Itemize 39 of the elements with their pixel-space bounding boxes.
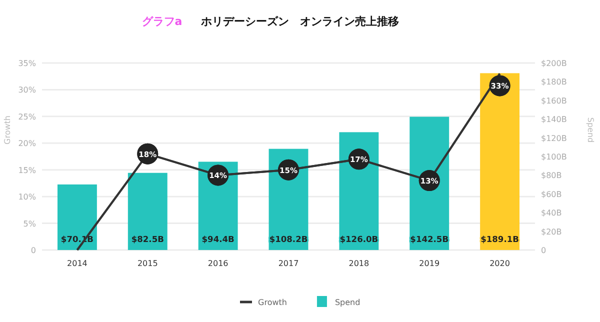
y-tick-label: 35% [18, 59, 36, 68]
data-label: $126.0B [340, 234, 378, 244]
legend-label: Growth [258, 298, 287, 307]
y-tick-label: 15% [18, 166, 36, 175]
x-tick-label: 2017 [278, 259, 299, 268]
y-tick-label: 30% [18, 86, 36, 95]
y2-tick-label: $20B [541, 227, 562, 236]
x-tick-label: 2014 [67, 259, 88, 268]
y2-tick-label: $40B [541, 208, 562, 218]
y-tick-label: 0 [30, 246, 36, 255]
y2-tick-label: $160B [541, 96, 567, 106]
y2-tick-label: $140B [541, 115, 567, 124]
legend-label: Spend [334, 298, 360, 307]
y-tick-label: 5% [23, 219, 36, 228]
y2-axis-title: Spend [586, 117, 595, 143]
data-label: $189.1B [480, 234, 519, 244]
x-tick-label: 2018 [348, 259, 370, 268]
x-tick-label: 2020 [490, 259, 510, 268]
y2-tick-label: $120B [541, 134, 567, 143]
data-label: $108.2B [269, 234, 308, 244]
data-label: $142.5B [410, 234, 449, 244]
text: グラフa [142, 15, 182, 28]
y2-tick-label: $80B [541, 171, 562, 180]
y2-tick-label: $180B [541, 78, 567, 87]
chart-title: ホリデーシーズン オンライン売上推移 [200, 15, 399, 28]
y2-tick-label: 0 [541, 246, 546, 255]
y2-tick-label: $200B [541, 59, 567, 68]
y-tick-label: 10% [18, 192, 36, 202]
data-label: $82.5B [131, 234, 164, 244]
x-tick-label: 2019 [419, 259, 440, 268]
y2-tick-label: $100B [541, 152, 567, 162]
y-axis-title: Growth [3, 116, 12, 144]
x-tick-label: 2016 [208, 259, 228, 268]
data-label: $94.4B [202, 234, 234, 244]
y-tick-label: 25% [18, 112, 36, 122]
y-tick-label: 20% [18, 139, 36, 148]
y2-tick-label: $60B [541, 190, 562, 199]
x-tick-label: 2015 [137, 259, 158, 268]
bar [480, 73, 520, 250]
